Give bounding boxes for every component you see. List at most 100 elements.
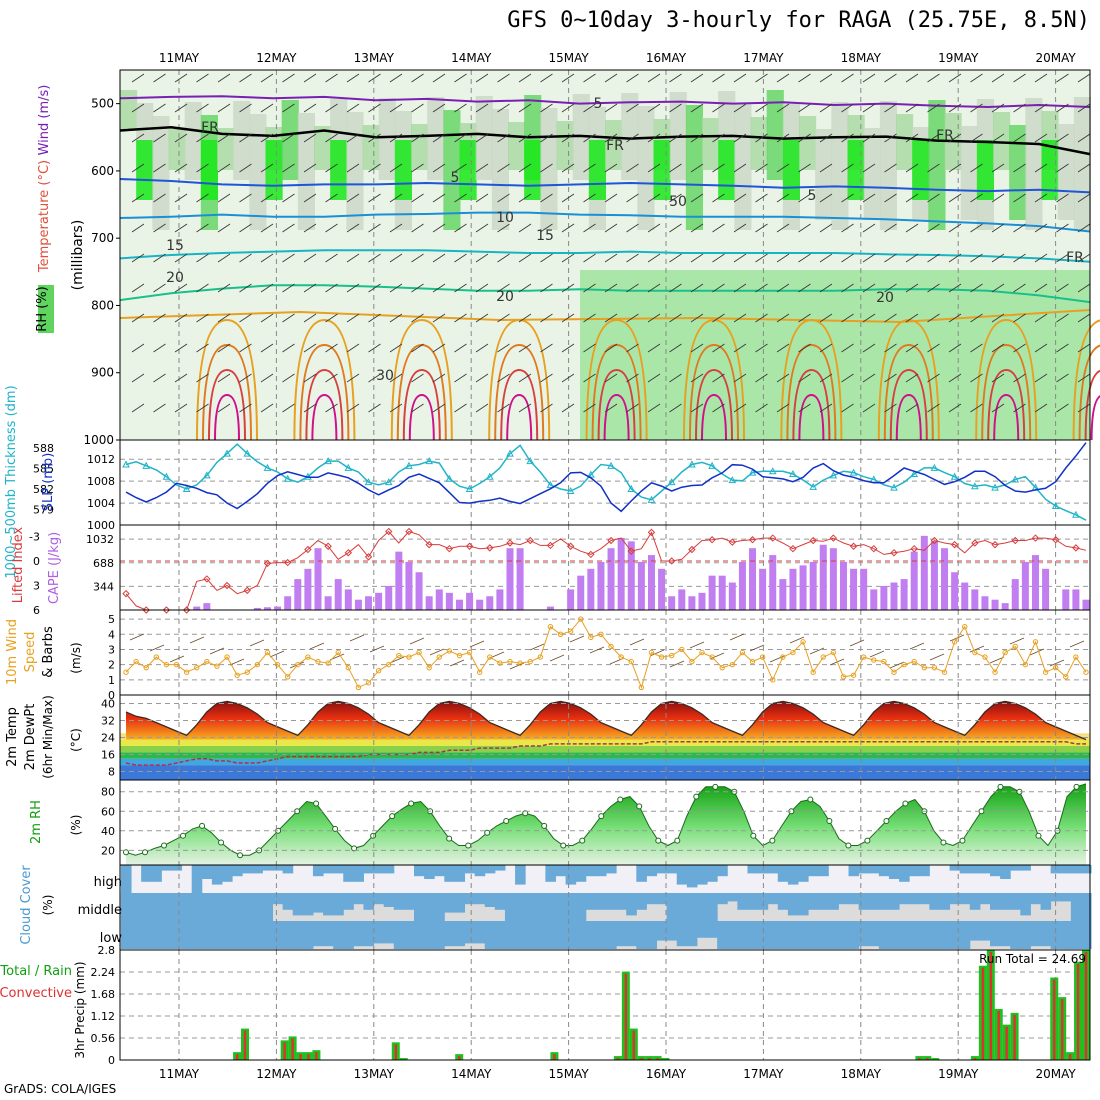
cloud-bar bbox=[777, 893, 789, 910]
wind-barb bbox=[970, 253, 983, 263]
wind-barb bbox=[862, 343, 876, 353]
wind-speed-marker bbox=[810, 669, 816, 675]
wind-barb bbox=[604, 133, 618, 143]
precip-convective-bar bbox=[243, 1030, 247, 1060]
rh-tick-label: 60 bbox=[101, 805, 115, 818]
precip-bar bbox=[915, 1056, 924, 1060]
wind-barb bbox=[282, 313, 295, 323]
cloud-bar bbox=[707, 865, 718, 882]
cape-bar bbox=[880, 585, 888, 610]
wind-barb bbox=[389, 373, 403, 383]
wind-barb bbox=[1056, 133, 1069, 143]
precip-frame bbox=[119, 949, 1091, 1061]
cloud-bar bbox=[333, 893, 344, 916]
wind-barb bbox=[604, 253, 618, 263]
wind-speed-marker bbox=[921, 664, 928, 671]
wind-barb bbox=[841, 103, 854, 113]
cape-bar bbox=[870, 589, 878, 610]
cloud-bar bbox=[1030, 921, 1042, 947]
wind-barb bbox=[948, 223, 962, 233]
rh-shading bbox=[508, 122, 526, 170]
wind-barb bbox=[540, 73, 553, 83]
cape-bar bbox=[466, 592, 474, 610]
wind-barb bbox=[690, 313, 704, 323]
thickness-marker bbox=[142, 461, 151, 469]
rh-shading bbox=[879, 101, 897, 230]
cape-bar bbox=[284, 596, 292, 610]
wind-barb bbox=[733, 163, 747, 173]
wind-barb bbox=[948, 343, 962, 353]
cape-bar bbox=[567, 589, 575, 610]
wind-barb bbox=[626, 103, 639, 113]
cloud-bar bbox=[181, 921, 193, 949]
cloud-bar bbox=[868, 893, 880, 910]
wind-barb bbox=[948, 163, 962, 173]
temperature-line bbox=[125, 700, 1087, 741]
wind-barb bbox=[991, 223, 1005, 233]
wind-speed-marker bbox=[901, 661, 907, 668]
wind-barb bbox=[647, 193, 661, 203]
wind-barb bbox=[303, 283, 317, 293]
rh-shading bbox=[1041, 140, 1059, 200]
wind-barb bbox=[776, 373, 790, 383]
wind-barb bbox=[469, 640, 485, 648]
wind-barb bbox=[239, 403, 252, 413]
temperature-band bbox=[120, 758, 1090, 766]
rh-marker bbox=[541, 822, 548, 829]
cloud-bar bbox=[1010, 893, 1021, 910]
wind-barb bbox=[604, 73, 618, 83]
cloud-bar bbox=[444, 893, 455, 913]
wind-barb bbox=[733, 133, 747, 143]
cloud-bar bbox=[474, 865, 486, 877]
cloud-bar bbox=[595, 893, 607, 910]
wind-barb bbox=[196, 403, 209, 413]
day-label-top: 12MAY bbox=[256, 51, 297, 65]
wind-speed-marker bbox=[689, 658, 695, 665]
lifted-index-marker bbox=[223, 581, 231, 590]
wind-barb bbox=[561, 73, 575, 83]
wind-axis-label-2: Speed bbox=[23, 632, 38, 673]
cloud-bar bbox=[373, 921, 385, 944]
day-label-top: 18MAY bbox=[841, 51, 882, 65]
cape-bar bbox=[637, 561, 645, 610]
wind-speed-marker bbox=[770, 677, 776, 683]
rh-shading bbox=[524, 140, 542, 200]
rh-marker bbox=[522, 810, 529, 817]
wind-barb bbox=[497, 373, 510, 383]
wind-barb bbox=[389, 103, 403, 113]
isotherm-line bbox=[119, 125, 1091, 156]
cloud-bar bbox=[676, 865, 688, 885]
cloud-bar bbox=[232, 921, 243, 949]
wind-barb bbox=[647, 313, 661, 323]
cape-bar bbox=[385, 585, 393, 610]
wind-barb bbox=[669, 193, 682, 203]
thickness-line bbox=[125, 443, 1087, 521]
thickness-marker bbox=[425, 457, 434, 465]
wind-barb bbox=[769, 655, 785, 663]
temperature-band bbox=[120, 765, 1090, 780]
rh-marker bbox=[142, 849, 149, 856]
cape-bar bbox=[900, 579, 908, 610]
wind-barb bbox=[604, 373, 618, 383]
cloud-bar bbox=[899, 893, 910, 905]
cloud-bar bbox=[545, 893, 556, 921]
cape-bar bbox=[577, 575, 585, 610]
cloud-bar bbox=[464, 865, 476, 874]
day-label-bottom: 20MAY bbox=[1035, 1067, 1076, 1081]
wind-barb bbox=[862, 133, 876, 143]
wind-barb bbox=[1056, 343, 1069, 353]
cloud-bar bbox=[787, 921, 799, 949]
wind-barb bbox=[497, 193, 510, 203]
thickness-marker bbox=[122, 460, 130, 468]
wind-speed-marker bbox=[881, 658, 887, 665]
wind-barb bbox=[948, 403, 962, 413]
cape-bar bbox=[435, 589, 443, 610]
wind-barb bbox=[325, 313, 338, 323]
lifted-index-marker bbox=[607, 536, 615, 545]
rh-marker bbox=[465, 842, 472, 849]
wind-barb bbox=[776, 403, 790, 413]
wind-barb bbox=[131, 283, 145, 293]
wind-barb bbox=[368, 253, 381, 263]
wind-speed-marker bbox=[345, 664, 352, 671]
